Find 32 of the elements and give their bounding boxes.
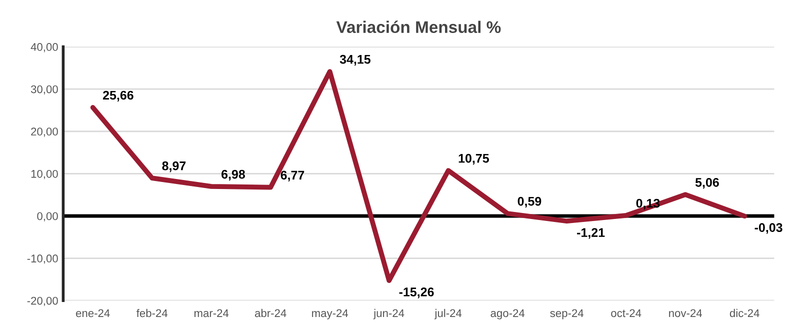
line-series	[90, 69, 748, 283]
data-label: 10,75	[458, 154, 489, 165]
data-label: 6,77	[280, 170, 304, 182]
data-label: 6,98	[222, 170, 245, 181]
x-tick-label: jul-24	[434, 308, 462, 320]
x-tick-label: ago-24	[490, 309, 525, 320]
x-tick-label: sep-24	[550, 309, 584, 320]
x-tick-label: abr-24	[254, 308, 286, 318]
y-tick-label: 20,00	[31, 128, 58, 137]
x-tick-label: mar-24	[194, 309, 229, 318]
data-label: 34,15	[340, 54, 370, 66]
data-label: -0,03	[754, 223, 782, 234]
data-label: -15,26	[399, 288, 434, 298]
y-tick-label: 0,00	[37, 212, 58, 222]
chart-title: Variación Mensual %	[336, 20, 501, 34]
data-label: 5,06	[695, 178, 719, 189]
x-tick-label: dic-24	[730, 308, 760, 318]
y-tick-label: 10,00	[31, 170, 58, 180]
data-label: 25,66	[102, 90, 134, 102]
data-label: 0,59	[518, 196, 542, 208]
x-tick-label: ene-24	[76, 309, 110, 318]
x-tick-label: nov-24	[669, 309, 702, 318]
data-label: -1,21	[577, 228, 605, 239]
x-tick-label: jun-24	[373, 308, 404, 320]
y-tick-label: 40,00	[30, 43, 58, 52]
y-tick-label: -20,00	[27, 296, 58, 306]
y-tick-label: 30,00	[30, 85, 58, 95]
x-tick-label: feb-24	[136, 308, 168, 318]
x-tick-label: oct-24	[611, 309, 642, 318]
data-label: 8,97	[162, 161, 186, 172]
x-tick-label: may-24	[312, 309, 348, 320]
y-tick-label: -10,00	[27, 254, 58, 264]
